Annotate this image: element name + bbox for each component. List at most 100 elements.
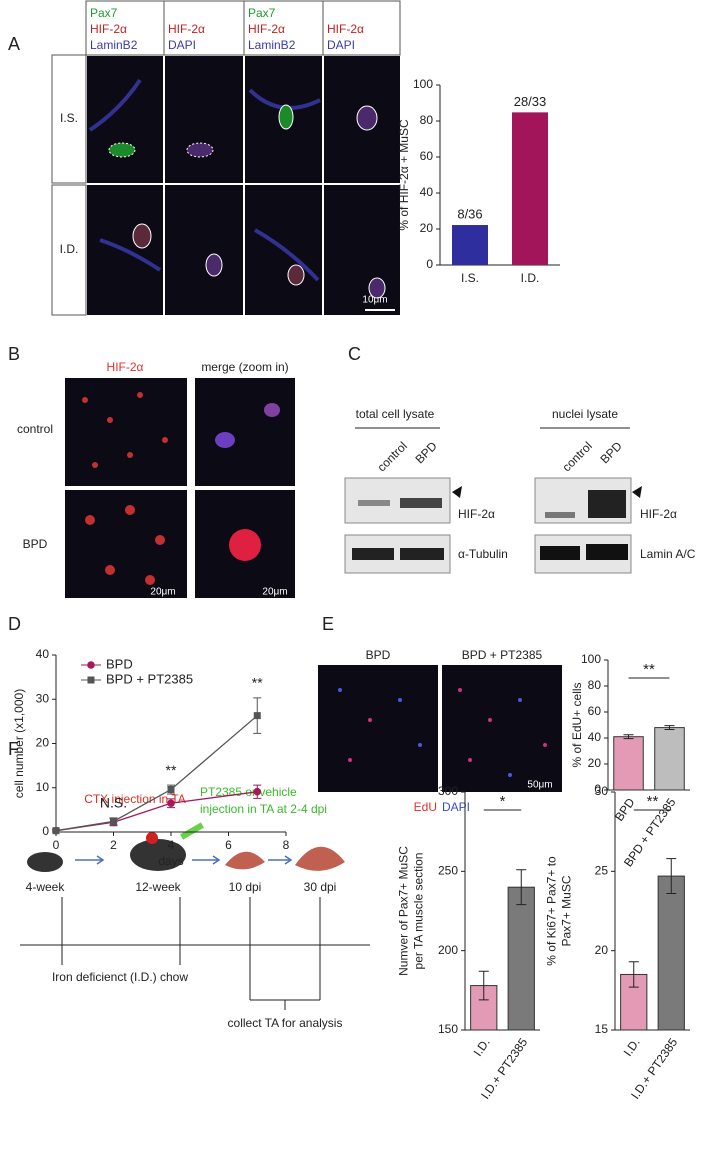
lane-label: BPD [412, 439, 440, 467]
y-tick-label: 40 [588, 730, 602, 744]
error-bar [628, 961, 639, 988]
scale-label: 10μm [362, 295, 387, 306]
membrane [88, 78, 321, 282]
timepoint: 10 dpi [229, 880, 262, 894]
header-label: HIF-2α [168, 22, 205, 36]
band [352, 548, 394, 560]
panel-letter: E [322, 614, 334, 634]
band [400, 498, 442, 508]
y-tick-label: 20 [595, 943, 609, 957]
micrograph [65, 378, 187, 486]
nucleus [215, 432, 235, 448]
microscopy-grid [51, 0, 401, 316]
x-tick-label: I.D. [621, 1036, 643, 1059]
annotation: ** [166, 762, 177, 778]
annotation: N.S. [100, 795, 127, 811]
cells [82, 392, 261, 585]
y-axis-label: % of HIF-2α + MuSC [397, 119, 411, 231]
y-tick-label: 25 [595, 864, 609, 878]
x-tick-label: 8 [283, 838, 290, 852]
header-label: Pax7 [248, 6, 276, 20]
lane-label: control [374, 439, 409, 474]
arrowhead [452, 486, 462, 498]
x-tick-label: I.D. [471, 1036, 493, 1059]
y-tick-label: 40 [36, 647, 50, 661]
marker [167, 799, 175, 808]
timeline-art [20, 822, 370, 1010]
legend-marker [87, 676, 95, 684]
significance-label: ** [647, 793, 659, 810]
band-label: α-Tubulin [458, 547, 508, 561]
error-bar [516, 869, 527, 906]
band [358, 500, 390, 506]
header-label: HIF-2α [248, 22, 285, 36]
marker [52, 827, 60, 835]
micrograph [318, 665, 438, 792]
x-tick-label: I.S. [461, 271, 479, 285]
y-tick-label: 15 [595, 1022, 609, 1036]
nucleus [278, 104, 294, 130]
blot-title: nuclei lysate [552, 407, 618, 421]
band-label: Lamin A/C [640, 547, 696, 561]
error-bar [478, 970, 489, 1001]
y-tick-label: 80 [588, 678, 602, 692]
nucleus [108, 142, 136, 158]
y-tick-label: 40 [420, 185, 434, 199]
value-label: 8/36 [457, 206, 482, 221]
timepoint: 12-week [135, 880, 181, 894]
x-tick-label: 2 [110, 838, 117, 852]
value-label: 28/33 [514, 94, 547, 109]
cells [338, 688, 547, 777]
lane-label: control [559, 439, 594, 474]
significance-label: * [500, 793, 506, 810]
header-label: DAPI [327, 38, 355, 52]
annotation: collect TA for analysis [228, 1016, 343, 1030]
annotation: Iron deficienct (I.D.) chow [52, 970, 188, 984]
annotation: ** [252, 675, 263, 691]
y-axis-label: Pax7+ MuSC [560, 875, 574, 946]
blot-title: total cell lysate [356, 407, 435, 421]
y-tick-label: 250 [438, 864, 458, 878]
y-tick-label: 0 [594, 782, 601, 796]
row-label: BPD [23, 537, 48, 551]
micrograph [165, 56, 243, 183]
band [586, 544, 628, 560]
band-label: HIF-2α [458, 507, 495, 521]
y-axis-label: % of EdU+ cells [570, 682, 584, 767]
header-label: Pax7 [90, 6, 118, 20]
significance-label: ** [643, 661, 655, 678]
micrograph [442, 665, 562, 792]
panel-letter: F [8, 739, 19, 759]
header-label: LaminB2 [248, 38, 296, 52]
bar [507, 886, 535, 1031]
lane-label: BPD [597, 439, 625, 467]
timepoint: 30 dpi [304, 880, 337, 894]
header-label: HIF-2α [90, 22, 127, 36]
band [400, 548, 444, 560]
band [545, 512, 575, 518]
legend-label: BPD + PT2385 [106, 671, 193, 686]
y-tick-label: 60 [588, 704, 602, 718]
row-label: control [17, 422, 53, 436]
row-box [51, 54, 87, 184]
y-axis-label: % of Ki67+ Pax7+ to [545, 856, 559, 966]
arrowhead [632, 486, 642, 498]
band [588, 490, 626, 518]
scale-label: 20μm [262, 587, 287, 598]
y-axis-label: cell number (x1,000) [12, 689, 26, 798]
panel-letter: A [8, 34, 20, 54]
x-tick-label: 0 [53, 838, 60, 852]
blot: total cell lysate control BPD HIF-2α α-T… [344, 407, 508, 574]
timepoint: 4-week [26, 880, 66, 894]
y-tick-label: 100 [413, 77, 433, 91]
marker [110, 817, 117, 825]
y-tick-label: 0 [426, 257, 433, 271]
nucleus [287, 264, 305, 286]
blot: nuclei lysate control BPD HIF-2α Lamin A… [534, 407, 696, 574]
nucleus [205, 253, 223, 277]
error-bar [664, 725, 675, 731]
y-tick-label: 0 [42, 824, 49, 838]
micrograph [324, 185, 400, 315]
